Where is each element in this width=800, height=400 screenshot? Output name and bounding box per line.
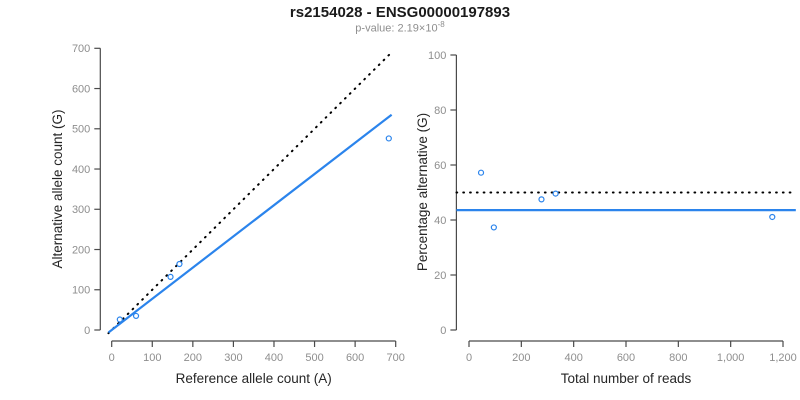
data-point	[385, 135, 392, 142]
y-tick-label: 0	[440, 325, 446, 337]
x-tick-label: 500	[305, 352, 323, 364]
data-point	[477, 169, 485, 176]
x-tick-label: 400	[265, 352, 283, 364]
y-tick-label: 0	[84, 325, 90, 337]
y-tick-label: 40	[434, 215, 446, 227]
x-tick-label: 1,200	[769, 352, 797, 364]
pvalue-text: p-value: 2.19×10	[355, 22, 438, 35]
y-tick-label: 100	[428, 50, 446, 62]
x-tick-label: 0	[109, 352, 115, 364]
y-tick-label: 500	[72, 124, 90, 136]
x-tick-label: 300	[224, 352, 242, 364]
y-tick-label: 600	[72, 83, 90, 95]
x-tick-label: 600	[346, 352, 364, 364]
x-tick-label: 400	[564, 352, 582, 364]
y-tick-label: 700	[72, 43, 90, 55]
right-x-axis-title: Total number of reads	[561, 371, 692, 386]
y-tick-label: 80	[434, 105, 446, 117]
right-plot: 0 200 400 600 800 1,000 1,200 0 20 40 60 80 100	[428, 50, 797, 364]
data-point	[167, 273, 174, 280]
y-tick-label: 200	[72, 244, 90, 256]
x-tick-label: 200	[184, 352, 202, 364]
y-tick-label: 300	[72, 204, 90, 216]
right-y-axis-title: Percentage alternative (G)	[415, 113, 430, 271]
x-tick-label: 600	[617, 352, 635, 364]
x-tick-label: 100	[143, 352, 161, 364]
figure-title: rs2154028 - ENSG00000197893	[289, 4, 511, 21]
left-plot: 0 100 200 300 400 500 600 700 0 100 200 300 400 500 60…	[72, 43, 405, 364]
x-tick-label: 0	[466, 352, 472, 364]
identity-line	[107, 51, 393, 335]
x-tick-label: 200	[512, 352, 530, 364]
x-tick-label: 700	[387, 352, 405, 364]
data-point	[538, 196, 545, 203]
data-point	[116, 316, 123, 323]
y-tick-label: 60	[434, 160, 446, 172]
y-tick-label: 100	[72, 285, 90, 297]
pvalue-exponent: -8	[437, 20, 445, 29]
left-x-axis-title: Reference allele count (A)	[176, 371, 332, 386]
data-point	[552, 190, 559, 197]
x-tick-label: 800	[669, 352, 687, 364]
data-point	[176, 260, 183, 268]
y-tick-label: 20	[434, 270, 446, 282]
y-tick-label: 400	[72, 164, 90, 176]
figure-subtitle: p-value: 2.19×10-8	[0, 20, 800, 35]
data-point	[769, 213, 776, 221]
fit-line	[107, 113, 393, 334]
data-point	[132, 312, 140, 320]
x-tick-label: 1,000	[717, 352, 745, 364]
left-y-axis-title: Alternative allele count (G)	[50, 109, 65, 268]
data-point	[490, 224, 497, 231]
